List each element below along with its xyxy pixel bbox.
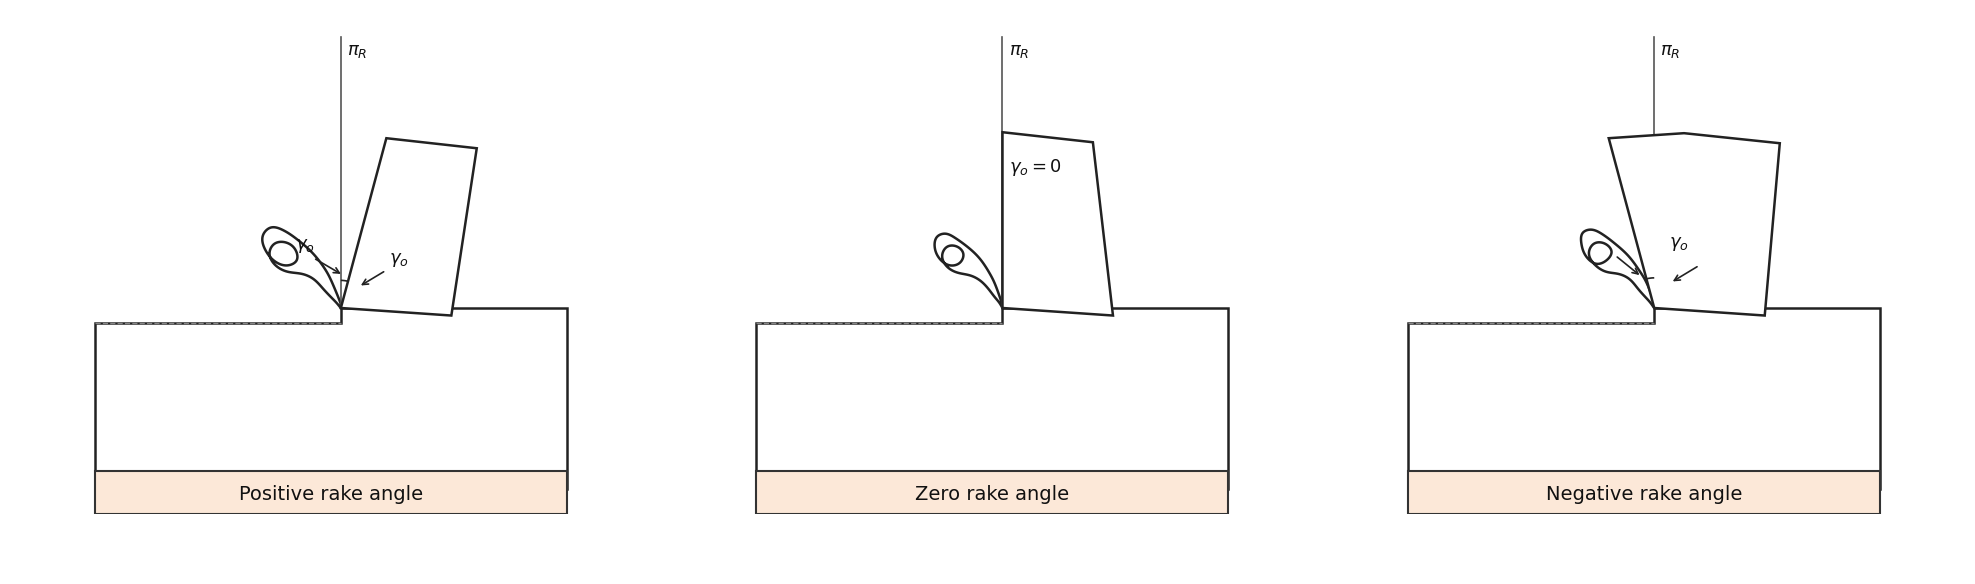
FancyBboxPatch shape: [756, 471, 1228, 514]
Text: $\gamma_o$: $\gamma_o$: [1669, 235, 1689, 253]
Polygon shape: [1610, 133, 1779, 315]
Polygon shape: [1003, 132, 1114, 315]
Text: Zero rake angle: Zero rake angle: [914, 485, 1070, 505]
Text: $\pi_R$: $\pi_R$: [348, 42, 367, 60]
Text: $\gamma_o=0$: $\gamma_o=0$: [1009, 157, 1061, 178]
Polygon shape: [263, 227, 342, 308]
Polygon shape: [1408, 308, 1880, 489]
Text: $\pi_R$: $\pi_R$: [1661, 42, 1681, 60]
Polygon shape: [1582, 230, 1655, 308]
Text: Positive rake angle: Positive rake angle: [239, 485, 423, 505]
Text: Negative rake angle: Negative rake angle: [1546, 485, 1742, 505]
Polygon shape: [95, 308, 567, 489]
FancyBboxPatch shape: [95, 471, 567, 514]
Text: $\pi_R$: $\pi_R$: [1009, 42, 1029, 60]
Text: $\gamma_o$: $\gamma_o$: [294, 237, 314, 255]
Polygon shape: [756, 308, 1228, 489]
Polygon shape: [342, 138, 476, 315]
FancyBboxPatch shape: [1408, 471, 1880, 514]
Polygon shape: [934, 234, 1003, 308]
Text: $\gamma_o$: $\gamma_o$: [389, 251, 409, 269]
